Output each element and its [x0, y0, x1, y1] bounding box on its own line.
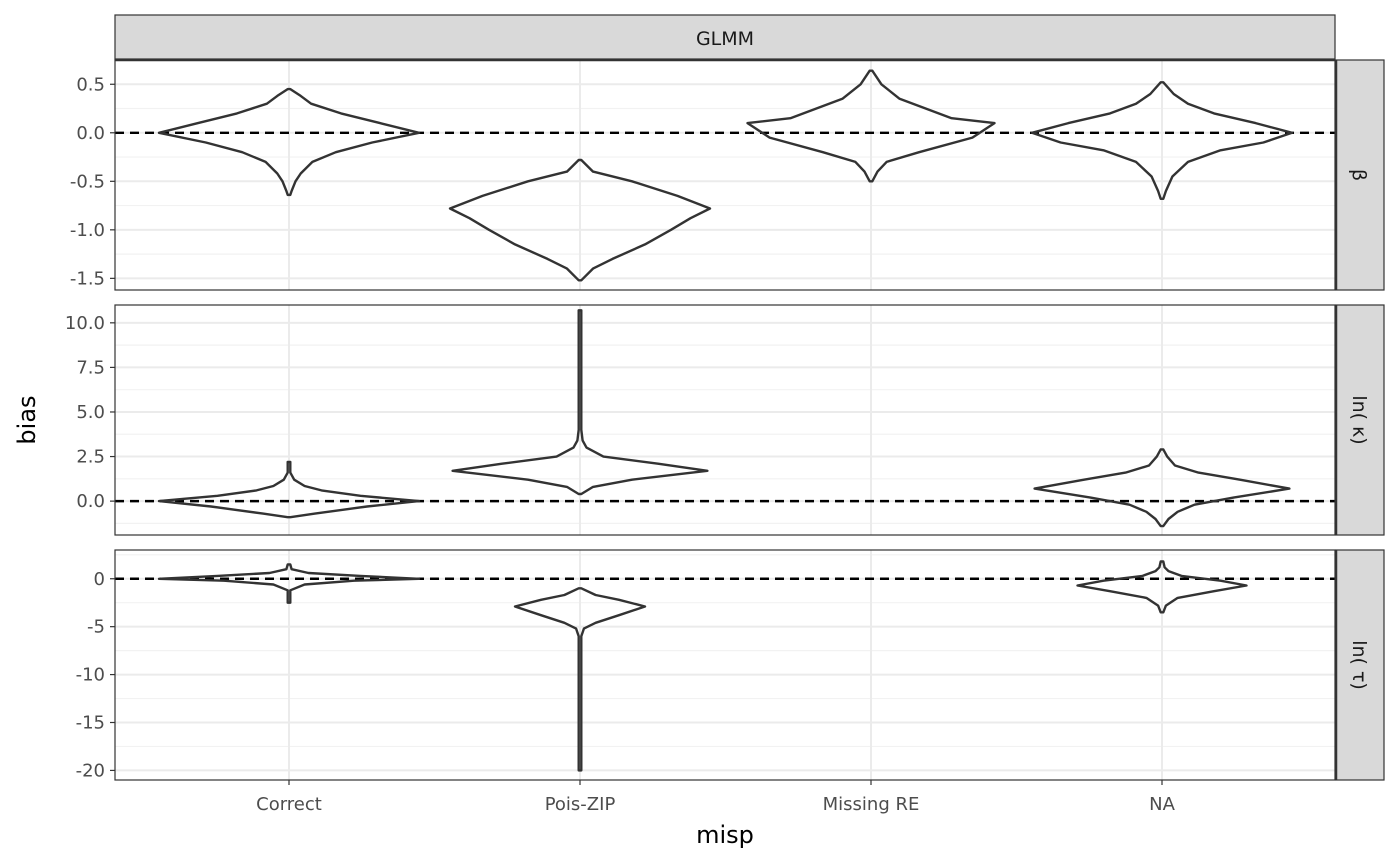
y-tick-label: 0.0: [76, 491, 105, 512]
x-tick-label: NA: [1149, 794, 1175, 815]
violin-na: [1033, 448, 1291, 528]
top-strip: GLMM: [114, 14, 1336, 60]
x-tick-label: Pois-ZIP: [545, 794, 616, 815]
top-strip-label: GLMM: [696, 28, 754, 50]
y-tick-label: 7.5: [76, 357, 105, 378]
violin-pois-zip: [448, 158, 712, 282]
y-axis-title: bias: [13, 395, 41, 444]
facet-strip-label: ln( κ): [1348, 395, 1370, 444]
violin-correct: [157, 460, 421, 519]
top-strip-box: [114, 14, 1336, 60]
x-tick-label: Correct: [256, 794, 322, 815]
y-tick-label: -1.5: [70, 268, 105, 289]
facet-panel: -1.5 -1.0 -0.5 0.0 0.5 β: [70, 58, 1385, 291]
facet-strip-label: β: [1348, 169, 1370, 181]
violin-na: [1076, 560, 1248, 614]
y-tick-label: 0.0: [76, 123, 105, 144]
y-tick-label: 0.5: [76, 74, 105, 95]
facet-panel: -20 -15 -10 -5 0 ln( τ): [76, 549, 1385, 781]
y-tick-label: 5.0: [76, 402, 105, 423]
x-axis: Correct Pois-ZIP Missing RE NA: [256, 794, 1175, 815]
violin-na: [1030, 81, 1294, 200]
panels: -1.5 -1.0 -0.5 0.0 0.5 β 0.0 2.5 5.0 7.5 10.0 ln( κ…: [65, 58, 1385, 785]
violin-pois-zip: [513, 587, 647, 772]
violin-missing-re: [746, 69, 996, 183]
violin-pois-zip: [451, 309, 709, 496]
facet-strip: [1335, 59, 1385, 291]
x-tick-label: Missing RE: [823, 794, 920, 815]
y-tick-label: -10: [76, 665, 105, 686]
y-tick-label: 0: [94, 569, 105, 590]
facet-strip-label: ln( τ): [1348, 640, 1370, 690]
x-axis-title: misp: [696, 821, 754, 849]
y-tick-label: 2.5: [76, 447, 105, 468]
panel-background: [115, 550, 1335, 780]
panel-background: [115, 60, 1335, 290]
facet-panel: 0.0 2.5 5.0 7.5 10.0 ln( κ): [65, 304, 1385, 536]
y-tick-label: -1.0: [70, 220, 105, 241]
y-tick-label: -5: [87, 617, 105, 638]
y-tick-label: -15: [76, 713, 105, 734]
violin-correct: [157, 563, 421, 604]
y-tick-label: 10.0: [65, 313, 105, 334]
y-tick-label: -20: [76, 760, 105, 781]
facet-strip: [1335, 549, 1385, 781]
violin-correct: [157, 87, 421, 197]
y-tick-label: -0.5: [70, 171, 105, 192]
panel-background: [115, 305, 1335, 535]
